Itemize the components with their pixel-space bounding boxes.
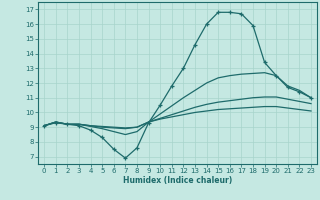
- X-axis label: Humidex (Indice chaleur): Humidex (Indice chaleur): [123, 176, 232, 185]
